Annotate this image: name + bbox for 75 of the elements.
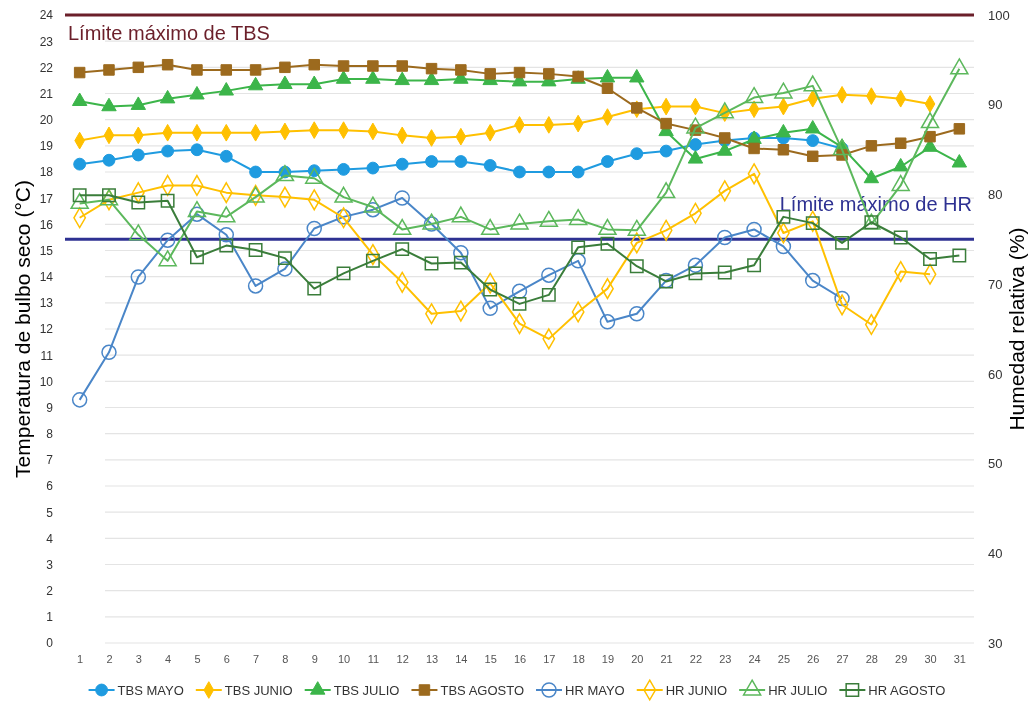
x-tick-label: 5: [194, 652, 201, 665]
x-tick-label: 9: [311, 652, 318, 665]
legend-label: HR MAYO: [565, 683, 625, 698]
y2-axis-title: Humedad relativa (%): [1005, 227, 1028, 431]
y-tick-label: 12: [39, 322, 54, 337]
x-tick-label: 4: [165, 652, 172, 665]
y-tick-label: 23: [39, 34, 54, 49]
y2-tick-label: 90: [988, 97, 1003, 113]
x-tick-label: 24: [748, 652, 761, 665]
x-tick-label: 31: [953, 652, 966, 665]
x-tick-label: 18: [572, 652, 585, 665]
x-tick-label: 7: [253, 652, 260, 665]
x-tick-label: 12: [396, 652, 409, 665]
y-tick-label: 4: [46, 531, 54, 546]
x-tick-label: 26: [807, 652, 820, 665]
x-tick-label: 8: [282, 652, 289, 665]
x-tick-label: 10: [337, 652, 351, 665]
y-tick-label: 11: [40, 348, 54, 363]
x-tick-label: 14: [455, 652, 468, 665]
x-tick-label: 13: [425, 652, 439, 665]
x-tick-label: 28: [865, 652, 878, 665]
x-tick-label: 17: [543, 652, 556, 665]
x-tick-label: 19: [601, 652, 615, 665]
y-tick-label: 24: [39, 8, 54, 23]
y-tick-label: 15: [39, 243, 54, 258]
legend-label: TBS JUNIO: [224, 683, 293, 698]
y-tick-label: 2: [46, 584, 54, 599]
y-tick-label: 17: [39, 191, 54, 206]
x-tick-label: 1: [77, 652, 84, 665]
x-tick-label: 15: [484, 652, 497, 665]
y-tick-label: 21: [39, 86, 54, 101]
y2-tick-label: 100: [988, 7, 1010, 23]
legend-label: TBS JULIO: [333, 683, 400, 698]
x-tick-label: 16: [513, 652, 527, 665]
x-tick-label: 3: [135, 652, 142, 665]
x-tick-label: 23: [719, 652, 732, 665]
y-tick-label: 10: [39, 374, 54, 389]
y-tick-label: 13: [39, 296, 54, 311]
y2-tick-label: 50: [988, 456, 1003, 472]
x-tick-label: 27: [836, 652, 849, 665]
y-tick-label: 3: [46, 557, 54, 572]
y-tick-label: 14: [39, 270, 54, 285]
y-tick-label: 8: [46, 427, 54, 442]
legend-label: TBS AGOSTO: [440, 683, 525, 698]
y-tick-label: 22: [39, 60, 54, 75]
y-tick-label: 6: [46, 479, 54, 494]
legend-label: HR AGOSTO: [868, 683, 946, 698]
y-tick-label: 16: [39, 217, 54, 232]
y2-tick-label: 60: [988, 366, 1003, 382]
y-tick-label: 7: [46, 453, 54, 468]
y2-tick-label: 70: [988, 276, 1003, 292]
y-tick-label: 19: [39, 139, 54, 154]
x-tick-label: 25: [777, 652, 791, 665]
x-tick-label: 30: [924, 652, 937, 665]
x-tick-label: 2: [106, 652, 113, 665]
y2-tick-label: 80: [988, 187, 1003, 203]
y-tick-label: 20: [39, 113, 54, 128]
x-tick-label: 29: [895, 652, 908, 665]
x-tick-label: 6: [223, 652, 230, 665]
legend-label: HR JUNIO: [665, 683, 728, 698]
x-tick-label: 20: [631, 652, 644, 665]
y2-tick-label: 40: [988, 545, 1003, 561]
y-tick-label: 18: [39, 165, 54, 180]
x-tick-label: 21: [660, 652, 673, 665]
y-tick-label: 9: [46, 400, 54, 415]
y-axis-title: Temperatura de bulbo seco (°C): [11, 180, 34, 478]
x-tick-label: 11: [367, 652, 380, 665]
legend-label: TBS MAYO: [117, 683, 184, 698]
y2-tick-label: 30: [988, 635, 1003, 651]
x-tick-label: 22: [689, 652, 703, 665]
legend-label: HR JULIO: [768, 683, 828, 698]
ref-line-label: Límite máximo de TBS: [68, 22, 270, 44]
y-tick-label: 1: [46, 610, 54, 625]
y-tick-label: 0: [46, 636, 54, 651]
y-tick-label: 5: [46, 505, 54, 520]
